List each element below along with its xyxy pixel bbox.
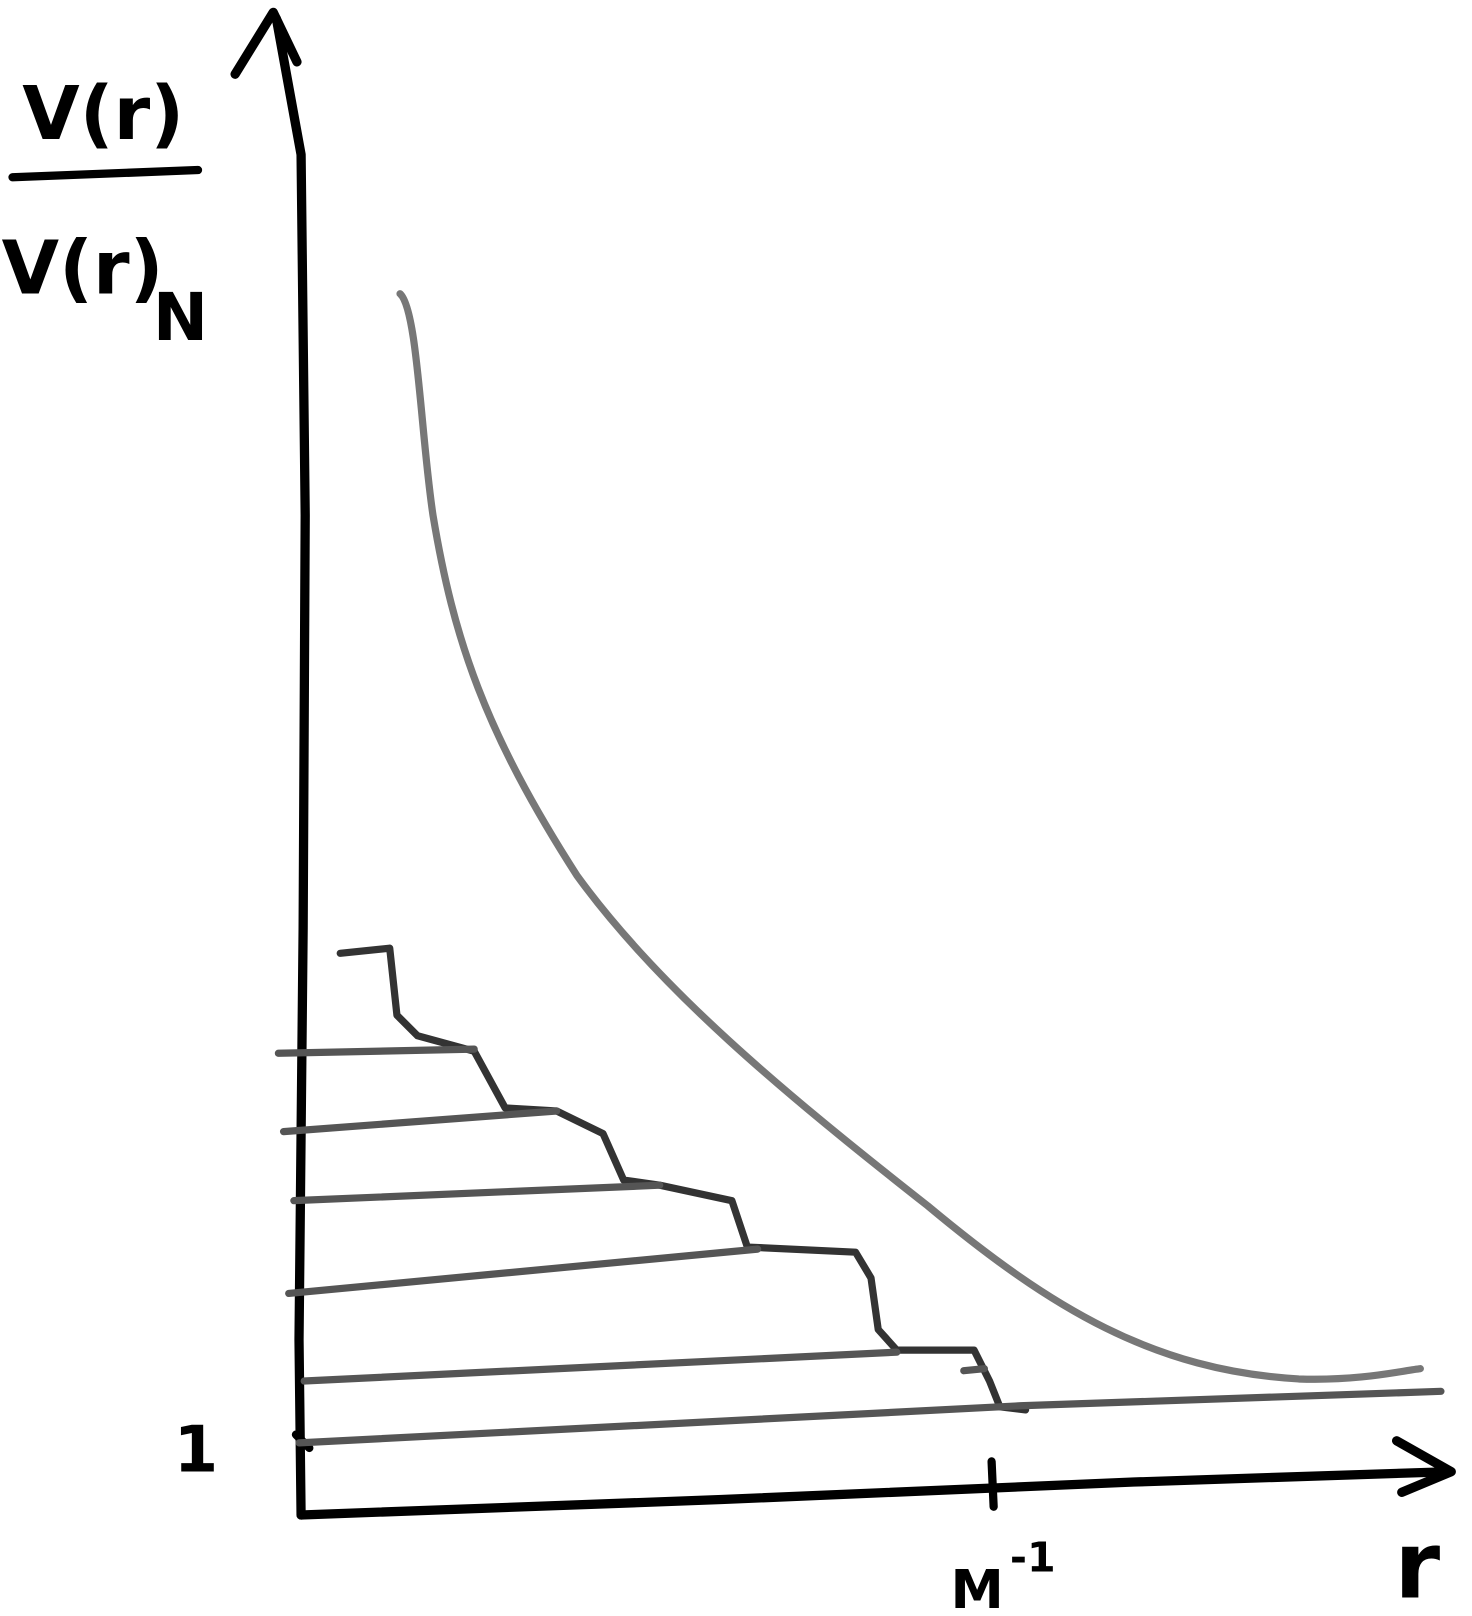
upper-curve <box>400 294 1420 1380</box>
y-label-denominator: V(r) <box>2 226 164 312</box>
x-axis-label: r <box>1394 1511 1440 1616</box>
staircase <box>340 948 1025 1410</box>
plateau <box>294 1185 660 1200</box>
x-axis-arrow <box>1397 1441 1452 1493</box>
x-axis <box>301 1472 1448 1515</box>
x-tick-label-superscript: -1 <box>1010 1534 1056 1582</box>
y-label-subscript: N <box>153 279 208 356</box>
plateau <box>278 1049 474 1053</box>
plateau <box>964 1369 985 1371</box>
plateau <box>299 1391 1441 1443</box>
fraction-bar <box>13 170 199 177</box>
plateau <box>284 1111 557 1132</box>
sketch: V(r) V(r) N 1 M -1 r <box>0 0 1472 1616</box>
y-label-numerator: V(r) <box>22 71 184 157</box>
page: {"y_axis_label": {"numerator": "V(r)", "… <box>0 0 1472 1616</box>
x-tick-mark <box>992 1461 994 1506</box>
plateau <box>304 1352 897 1381</box>
x-tick-label-base: M <box>950 1558 1003 1616</box>
plateau <box>289 1249 758 1293</box>
y-tick-label: 1 <box>174 1414 218 1488</box>
plateau-lines <box>278 1049 1441 1443</box>
